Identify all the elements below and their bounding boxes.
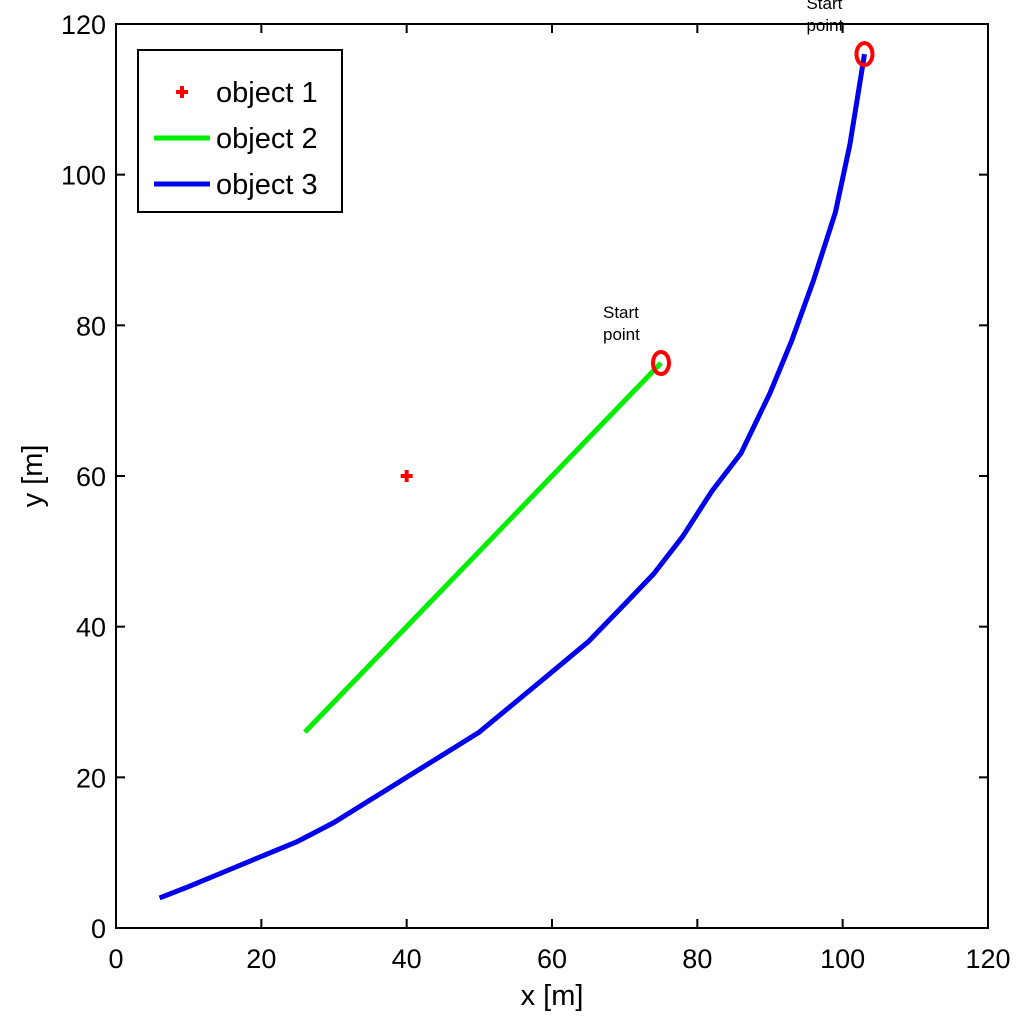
legend-label: object 3: [216, 169, 318, 201]
start-point-label-line: point: [603, 325, 640, 344]
y-axis-title: y [m]: [17, 445, 49, 508]
x-tick-label: 100: [820, 944, 865, 974]
start-point-label-1: Start point: [603, 303, 640, 344]
start-point-label-line: Start: [806, 0, 842, 13]
start-point-circle-2: [854, 41, 875, 68]
legend-item-object-2: object 2: [154, 123, 318, 155]
x-tick-label: 0: [108, 944, 123, 974]
x-tick-label: 80: [682, 944, 712, 974]
series-line-object-2: [303, 361, 663, 734]
legend-item-object-1: object 1: [176, 77, 318, 109]
x-tick-label: 20: [246, 944, 276, 974]
y-tick-label: 60: [76, 462, 106, 492]
start-point-circle-1: [651, 350, 671, 376]
y-tick-label: 40: [76, 613, 106, 643]
x-tick-label: 120: [965, 944, 1010, 974]
legend-swatch-marker: [176, 86, 188, 98]
y-tick-label: 80: [76, 311, 106, 341]
x-tick-label: 60: [537, 944, 567, 974]
start-point-label-line: Start: [603, 303, 639, 322]
start-point-label-2: Start point: [806, 0, 843, 35]
start-point-label-line: point: [806, 16, 843, 35]
x-axis-title: x [m]: [521, 980, 584, 1012]
series-line-object-3: [158, 53, 867, 901]
y-tick-label: 120: [61, 10, 106, 40]
y-tick-label: 0: [91, 914, 106, 944]
legend-label: object 1: [216, 77, 318, 109]
y-tick-label: 20: [76, 763, 106, 793]
y-tick-label: 100: [61, 161, 106, 191]
series-point-object-1-0: [400, 470, 413, 482]
legend-label: object 2: [216, 123, 318, 155]
legend-item-object-3: object 3: [154, 169, 318, 201]
x-tick-label: 40: [392, 944, 422, 974]
